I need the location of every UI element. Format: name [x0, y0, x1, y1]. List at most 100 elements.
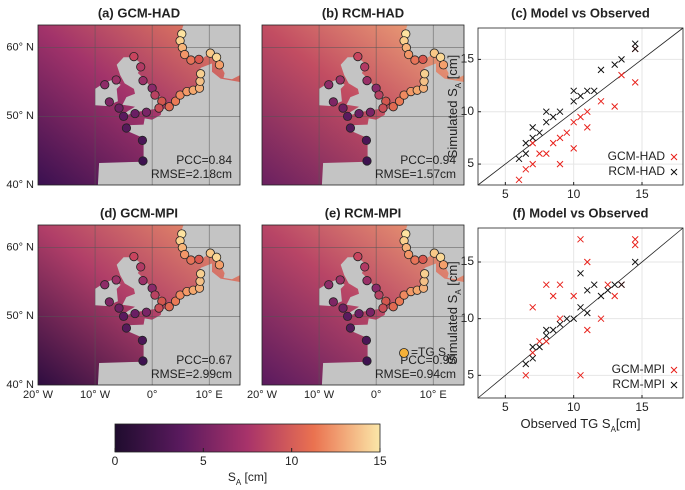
pcc-label: PCC=0.67	[176, 353, 232, 367]
y-tick-label: 15	[461, 254, 475, 268]
tide-gauge	[328, 97, 338, 107]
legend-marker	[670, 366, 678, 374]
y-axis-label-part: A	[454, 82, 463, 88]
legend-marker	[670, 153, 678, 161]
x-tick-label: 15	[635, 400, 649, 414]
legend-label: GCM-HAD	[608, 149, 666, 163]
point	[522, 150, 530, 157]
point	[529, 303, 537, 311]
lon-tick-label: 10° W	[304, 389, 335, 401]
point	[515, 155, 523, 163]
tide-gauge	[404, 249, 414, 260]
point	[542, 281, 550, 289]
colorbar-label-part: [cm]	[241, 470, 267, 484]
tide-gauge	[436, 252, 446, 262]
point	[556, 315, 564, 323]
point	[597, 315, 605, 323]
tide-gauge	[100, 80, 110, 90]
point	[604, 281, 612, 289]
point	[577, 235, 584, 243]
point	[631, 40, 639, 48]
point	[556, 320, 564, 328]
legend-label: RCM-MPI	[612, 377, 665, 391]
colorbar-tick-label: 5	[200, 454, 207, 468]
tide-gauge	[154, 103, 164, 113]
point	[556, 281, 564, 289]
tide-gauge	[164, 102, 174, 112]
point	[529, 134, 537, 142]
tide-gauge	[419, 276, 429, 286]
tide-gauge	[205, 248, 215, 258]
point	[597, 292, 605, 300]
plot-frame	[477, 227, 684, 399]
y-tick-label: 10	[461, 311, 475, 325]
tide-gauge	[420, 269, 430, 279]
tide-gauge	[345, 323, 356, 333]
tide-gauge	[388, 302, 398, 312]
tide-gauge	[342, 111, 353, 121]
point	[529, 160, 537, 168]
point	[570, 118, 578, 126]
tide-gauge	[170, 96, 181, 106]
tide-gauge	[137, 135, 148, 145]
x-tick-label: 5	[502, 400, 509, 414]
tide-gauge	[338, 103, 348, 113]
tide-gauge	[137, 335, 148, 345]
map-land	[116, 257, 162, 317]
tide-gauge	[154, 303, 164, 313]
lon-tick-label: 0°	[371, 389, 382, 401]
point	[549, 139, 557, 147]
point	[583, 258, 591, 266]
map-land	[340, 57, 386, 117]
point	[542, 332, 550, 340]
point	[583, 326, 591, 334]
tide-gauge	[170, 296, 181, 306]
colorbar	[114, 423, 381, 453]
tide-gauge	[118, 311, 129, 321]
y-axis-label: Simulated SA [cm]	[445, 261, 462, 365]
x-tick-label: 15	[635, 187, 649, 201]
point	[563, 129, 571, 137]
point	[549, 113, 557, 121]
point	[542, 108, 550, 116]
point	[631, 241, 639, 249]
point	[529, 139, 537, 147]
tide-gauge	[212, 52, 222, 62]
rmse-label: RMSE=2.99cm	[151, 367, 232, 381]
point	[570, 97, 578, 105]
y-axis-label-part: A	[454, 289, 463, 295]
tide-gauge	[362, 76, 372, 86]
tide-gauge	[130, 308, 140, 319]
x-axis-label-part: Observed TG S	[521, 416, 611, 431]
map-land	[116, 57, 162, 117]
plot-frame	[477, 27, 684, 186]
lat-tick-label: 50° N	[6, 310, 34, 322]
y-tick-label: 10	[461, 104, 475, 118]
point	[597, 97, 605, 105]
lat-tick-label: 60° N	[6, 242, 34, 254]
tide-gauge	[354, 308, 364, 319]
map-land	[97, 63, 241, 185]
point	[522, 165, 530, 173]
one-to-one-line	[477, 227, 684, 399]
point	[529, 343, 537, 351]
y-axis-label-part: Simulated S	[445, 294, 460, 364]
map-title: (a) GCM-HAD	[98, 5, 180, 20]
legend-label: GCM-MPI	[612, 362, 665, 376]
tide-gauge	[374, 290, 384, 300]
tide-gauge	[111, 275, 121, 285]
x-tick-label: 10	[567, 187, 581, 201]
point	[529, 354, 537, 362]
point	[542, 337, 550, 345]
lat-tick-label: 50° N	[6, 110, 34, 122]
tide-gauge	[138, 156, 148, 166]
tide-gauge	[186, 55, 196, 65]
lon-tick-label: 0°	[147, 389, 158, 401]
point	[583, 124, 591, 131]
tide-gauge	[214, 60, 225, 70]
tide-gauge	[410, 255, 420, 265]
tide-gauge	[196, 69, 206, 79]
point	[631, 79, 639, 86]
point	[597, 66, 605, 74]
